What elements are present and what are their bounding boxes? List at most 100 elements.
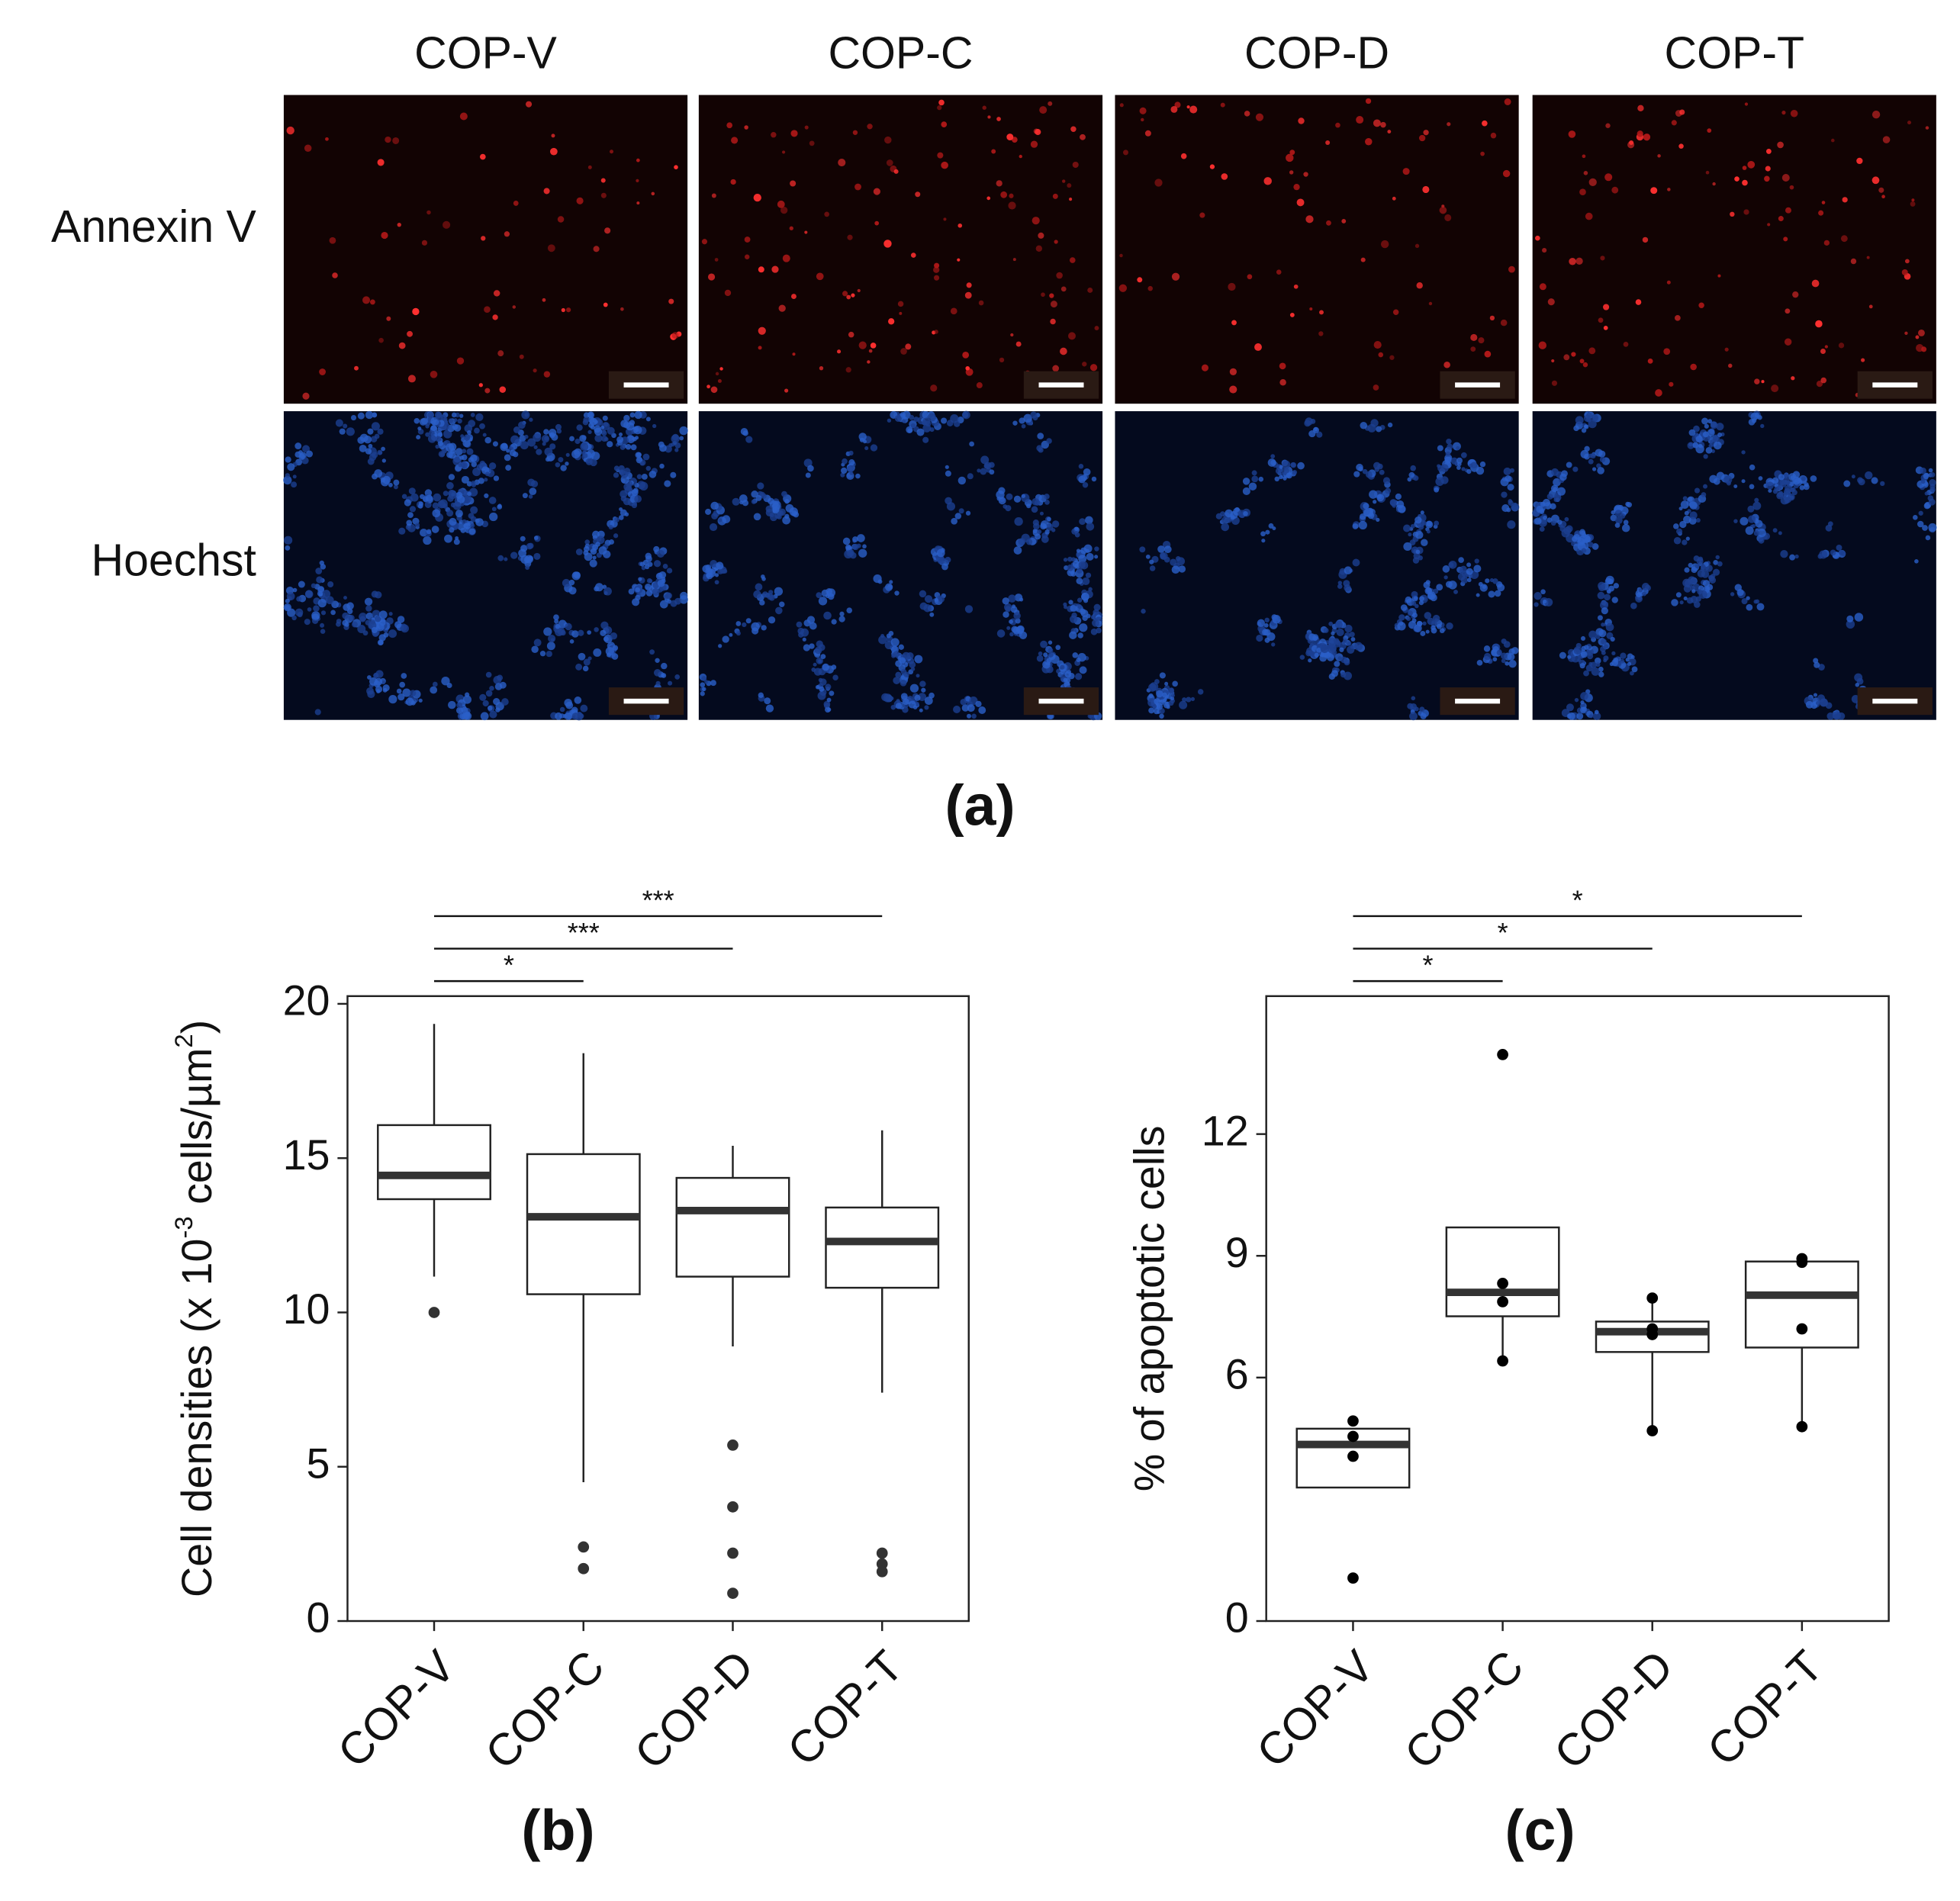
- nucleus-dot: [1692, 442, 1699, 449]
- nucleus-dot: [541, 434, 550, 443]
- cell-dot: [1490, 132, 1497, 139]
- nucleus-dot: [1566, 462, 1572, 468]
- nucleus-dot: [1434, 487, 1440, 493]
- cell-dot: [1811, 279, 1820, 288]
- nucleus-dot: [1751, 418, 1757, 423]
- nucleus-dot: [1580, 635, 1586, 642]
- nucleus-dot: [924, 696, 933, 705]
- nucleus-dot: [1018, 538, 1026, 545]
- nucleus-dot: [1074, 526, 1079, 532]
- cell-dot: [385, 136, 391, 143]
- nucleus-dot: [1695, 518, 1701, 523]
- nucleus-dot: [527, 438, 536, 447]
- cell-dot: [1069, 257, 1076, 263]
- nucleus-dot: [1021, 423, 1026, 429]
- nucleus-dot: [1260, 531, 1266, 537]
- nucleus-dot: [455, 536, 459, 540]
- nucleus-dot: [659, 600, 668, 609]
- nucleus-dot: [980, 468, 987, 475]
- x-tick-label: COP-C: [1395, 1642, 1533, 1779]
- nucleus-dot: [611, 653, 619, 660]
- cell-dot: [1279, 379, 1286, 386]
- cell-dot: [943, 217, 947, 221]
- nucleus-dot: [1508, 659, 1517, 668]
- cell-dot: [1655, 389, 1662, 397]
- nucleus-dot: [1543, 599, 1547, 604]
- nucleus-dot: [1473, 565, 1482, 573]
- nucleus-dot: [1749, 484, 1755, 490]
- nucleus-dot: [1536, 505, 1543, 513]
- cell-dot: [1231, 320, 1237, 326]
- cell-dot: [392, 137, 400, 144]
- cell-dot: [809, 140, 815, 146]
- nucleus-dot: [772, 506, 780, 513]
- nucleus-dot: [1068, 600, 1073, 605]
- nucleus-dot: [500, 442, 508, 452]
- cell-dot: [1642, 236, 1649, 243]
- nucleus-dot: [1021, 494, 1026, 498]
- cell-dot: [934, 262, 940, 269]
- nucleus-dot: [642, 453, 650, 461]
- x-tick-label: COP-C: [476, 1642, 613, 1779]
- cell-dot: [1747, 160, 1756, 169]
- nucleus-dot: [1077, 604, 1083, 609]
- nucleus-dot: [1503, 641, 1511, 648]
- cell-dot: [1048, 101, 1053, 106]
- nucleus-dot: [745, 436, 753, 443]
- nucleus-dot: [1757, 528, 1766, 538]
- nucleus-dot: [954, 513, 962, 519]
- nucleus-dot: [1928, 523, 1937, 532]
- nucleus-dot: [518, 421, 526, 429]
- cell-dot: [1629, 140, 1634, 146]
- cell-dot: [804, 125, 809, 130]
- nucleus-dot: [813, 662, 817, 667]
- cell-dot: [1730, 211, 1735, 217]
- nucleus-dot: [900, 668, 907, 675]
- nucleus-dot: [612, 645, 619, 651]
- cell-dot: [1015, 341, 1022, 347]
- nucleus-dot: [838, 616, 845, 622]
- nucleus-dot: [819, 686, 825, 692]
- cell-dot: [758, 266, 764, 273]
- nucleus-dot: [1282, 460, 1291, 469]
- nucleus-dot: [583, 658, 591, 666]
- nucleus-dot: [1713, 441, 1722, 450]
- y-axis-label-part: ): [173, 1020, 220, 1034]
- nucleus-dot: [373, 680, 381, 688]
- nucleus-dot: [1922, 525, 1928, 531]
- cell-dot: [1623, 341, 1629, 347]
- nucleus-dot: [814, 646, 822, 655]
- nucleus-dot: [761, 625, 767, 631]
- plot-frame: [1265, 995, 1890, 1623]
- cell-dot: [1771, 384, 1779, 393]
- cell-dot: [1082, 362, 1087, 367]
- nucleus-dot: [1069, 631, 1077, 639]
- cell-dot: [707, 273, 716, 281]
- nucleus-dot: [1747, 515, 1756, 523]
- nucleus-dot: [1805, 700, 1814, 709]
- nucleus-dot: [645, 417, 651, 422]
- nucleus-dot: [1492, 578, 1498, 584]
- nucleus-dot: [397, 693, 405, 701]
- nucleus-dot: [455, 448, 463, 456]
- nucleus-dot: [1408, 532, 1412, 537]
- nucleus-dot: [576, 424, 583, 431]
- nucleus-dot: [1716, 423, 1724, 431]
- cell-dot: [1402, 168, 1410, 175]
- nucleus-dot: [1511, 503, 1520, 512]
- nucleus-dot: [1747, 505, 1755, 513]
- nucleus-dot: [285, 545, 291, 551]
- nucleus-dot: [1186, 696, 1192, 703]
- nucleus-dot: [364, 597, 373, 606]
- nucleus-dot: [1036, 655, 1044, 662]
- nucleus-dot: [543, 627, 552, 636]
- nucleus-dot: [639, 481, 649, 491]
- y-tick-label: 6: [1225, 1351, 1249, 1398]
- nucleus-dot: [1230, 515, 1235, 520]
- nucleus-dot: [632, 487, 639, 494]
- cell-dot: [1447, 122, 1451, 127]
- nucleus-dot: [1067, 568, 1075, 577]
- nucleus-dot: [549, 443, 556, 450]
- micrograph: [698, 95, 1103, 404]
- cell-dot: [730, 179, 736, 185]
